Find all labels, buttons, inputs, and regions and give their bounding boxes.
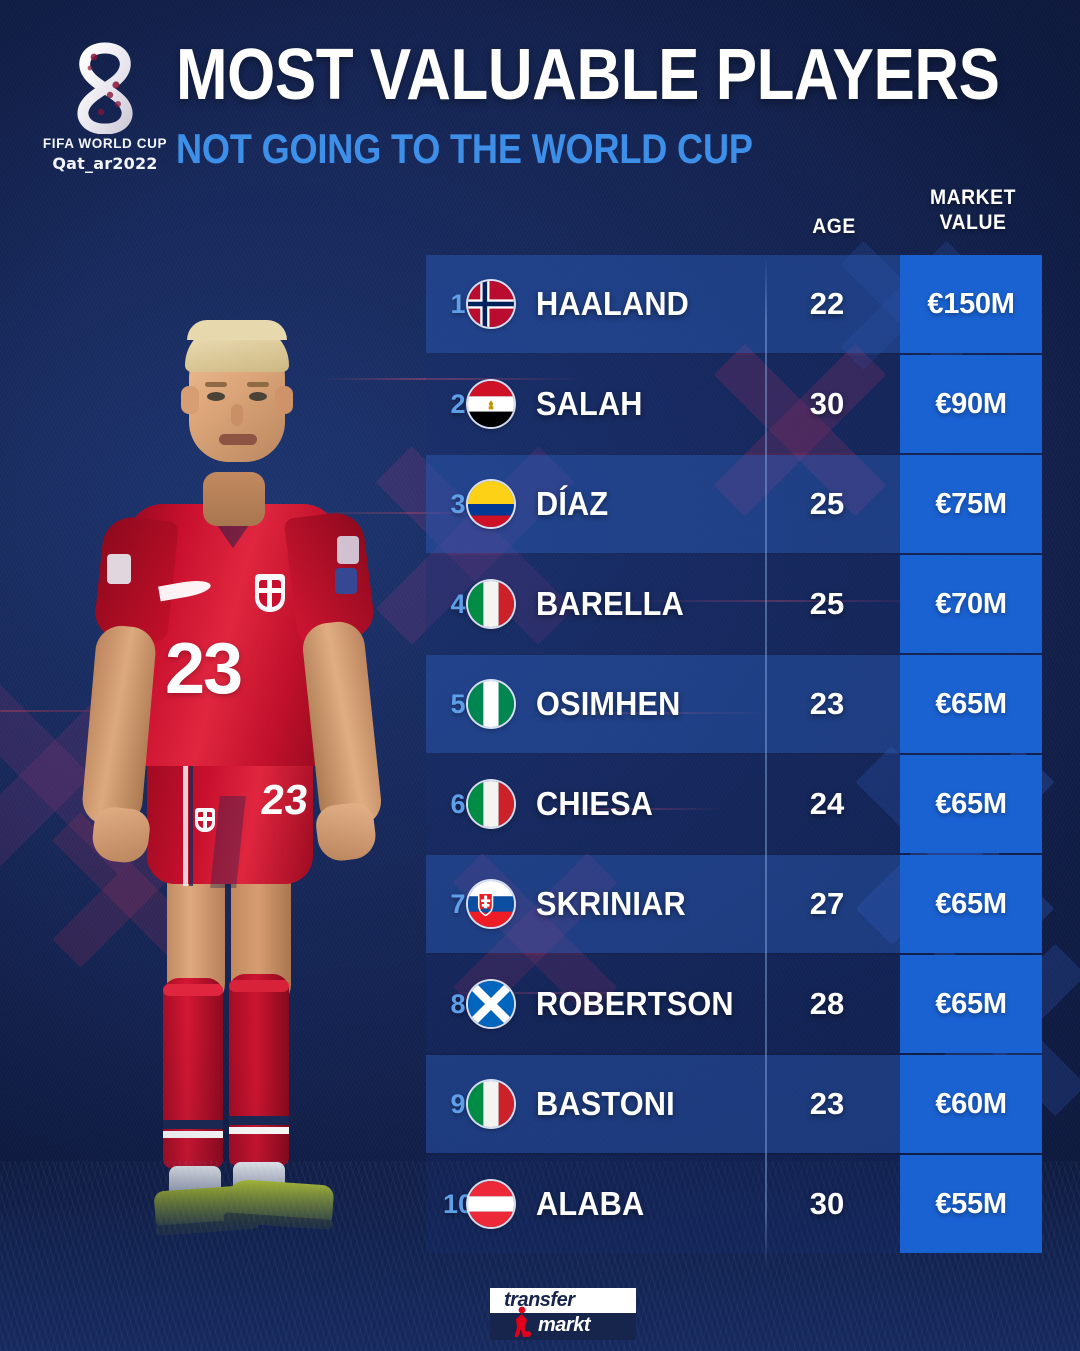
fifa-world-cup-qatar-2022-logo: FIFA WORLD CUP Qat_ar2022	[40, 40, 170, 173]
column-header-market-value: MARKET VALUE	[906, 186, 1040, 236]
column-header-market-value-line2: VALUE	[939, 210, 1007, 234]
rank-number: 7	[450, 888, 466, 919]
transfermarkt-logo-text-top: transfer	[504, 1289, 575, 1311]
player-market-value: €55M	[900, 1155, 1042, 1253]
transfermarkt-logo-bottom-box	[490, 1313, 636, 1340]
player-market-value: €60M	[900, 1055, 1042, 1153]
player-market-value: €150M	[900, 255, 1042, 353]
fifa-logo-line1: FIFA WORLD CUP	[42, 136, 168, 151]
player-age: 23	[809, 686, 845, 721]
table-row[interactable]: 4 BARELLA 25 €70M	[0, 555, 1080, 655]
player-market-value: €75M	[900, 455, 1042, 553]
fifa-logo-line2: Qat_ar2022	[52, 154, 158, 173]
transfermarkt-player-icon	[514, 1306, 531, 1337]
player-name: HAALAND	[536, 285, 690, 322]
player-market-value: €65M	[900, 955, 1042, 1053]
transfermarkt-logo: transfer markt	[490, 1288, 636, 1340]
player-market-value: €65M	[900, 855, 1042, 953]
rank-number: 5	[450, 688, 466, 719]
player-market-value: €65M	[900, 755, 1042, 853]
table-row[interactable]: 7 SKRINIAR 27 €65M	[0, 855, 1080, 955]
page-subtitle: NOT GOING TO THE WORLD CUP	[176, 125, 753, 172]
player-name: ROBERTSON	[536, 985, 734, 1022]
transfermarkt-logo-top-box	[490, 1288, 636, 1313]
column-divider	[765, 258, 767, 1270]
table-row[interactable]: 3 DÍAZ 25 €75M	[0, 455, 1080, 555]
italy-flag-icon	[468, 1081, 514, 1127]
player-age: 23	[809, 1086, 845, 1121]
table-row[interactable]: 2 SALAH 30 €90M	[0, 355, 1080, 455]
italy-flag-icon	[468, 781, 514, 827]
norway-flag-icon	[468, 281, 514, 327]
player-name: BASTONI	[536, 1085, 675, 1122]
scotland-flag-icon	[468, 981, 514, 1027]
table-row[interactable]: 5 OSIMHEN 23 €65M	[0, 655, 1080, 755]
rank-number: 1	[450, 288, 466, 319]
colombia-flag-icon	[468, 481, 514, 527]
player-name: DÍAZ	[536, 485, 609, 522]
nigeria-flag-icon	[468, 681, 514, 727]
rank-number: 4	[450, 588, 466, 619]
column-header-market-value-line1: MARKET	[930, 186, 1016, 209]
player-market-value: €70M	[900, 555, 1042, 653]
rank-number: 8	[450, 988, 466, 1019]
player-age: 24	[809, 786, 845, 821]
player-age: 30	[809, 1186, 845, 1221]
player-age: 25	[809, 486, 845, 521]
transfermarkt-logo-text-bottom: markt	[538, 1314, 590, 1336]
player-name: SALAH	[536, 385, 643, 422]
italy-flag-icon	[468, 581, 514, 627]
player-name: ALABA	[536, 1185, 645, 1222]
page-title: MOST VALUABLE PLAYERS	[176, 35, 1000, 115]
player-market-value: €90M	[900, 355, 1042, 453]
player-age: 22	[809, 286, 845, 321]
table-row[interactable]: 8 ROBERTSON 28 €65M	[0, 955, 1080, 1055]
table-row[interactable]: 10 ALABA 30 €55M	[0, 1155, 1080, 1255]
player-market-value: €65M	[900, 655, 1042, 753]
table-row[interactable]: 9 BASTONI 23 €60M	[0, 1055, 1080, 1155]
egypt-flag-icon	[468, 381, 514, 427]
players-table: 1 HAALAND 22 €150M 2 SALAH 30 €90M 3 DÍAZ 25 €75M 4 B…	[0, 255, 1080, 1255]
player-age: 27	[809, 886, 845, 921]
player-name: SKRINIAR	[536, 885, 686, 922]
rank-number: 6	[450, 788, 466, 819]
column-header-age: AGE	[812, 215, 856, 238]
rank-number: 9	[450, 1088, 466, 1119]
player-name: OSIMHEN	[536, 685, 681, 722]
austria-flag-icon	[468, 1181, 514, 1227]
rank-number: 2	[450, 388, 466, 419]
rank-number: 3	[450, 488, 466, 519]
slovakia-flag-icon	[468, 881, 514, 927]
table-row[interactable]: 6 CHIESA 24 €65M	[0, 755, 1080, 855]
qatar-2022-ribbon-icon	[77, 42, 133, 134]
table-row[interactable]: 1 HAALAND 22 €150M	[0, 255, 1080, 355]
player-age: 28	[809, 986, 845, 1021]
player-name: CHIESA	[536, 785, 654, 822]
player-name: BARELLA	[536, 585, 684, 622]
player-age: 25	[809, 586, 845, 621]
player-age: 30	[809, 386, 845, 421]
